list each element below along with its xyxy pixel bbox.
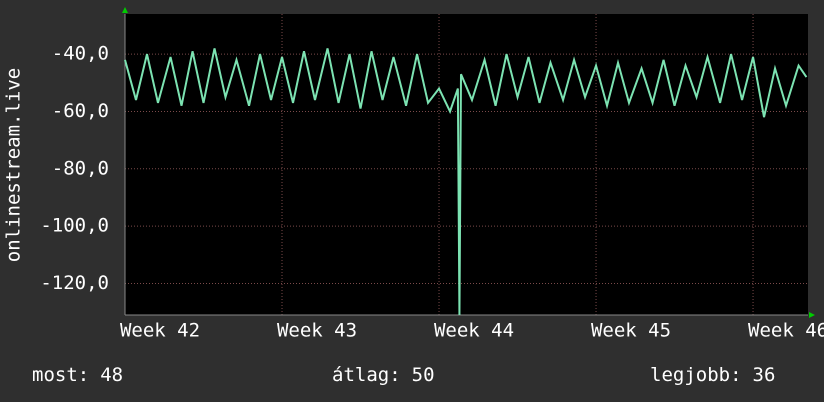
x-tick-label: Week 45 <box>591 320 671 342</box>
y-tick-label: -80,0 <box>52 157 109 179</box>
stat-label: most: <box>32 364 89 386</box>
x-tick-label: Week 42 <box>120 320 200 342</box>
stat-value: 48 <box>100 364 123 386</box>
y-tick-label: -40,0 <box>52 43 109 65</box>
y-tick-label: -120,0 <box>40 272 109 294</box>
x-arrow <box>809 312 815 318</box>
y-arrow <box>122 7 128 13</box>
data-line <box>124 48 808 316</box>
stat: most: 48 <box>32 364 123 386</box>
y-tick-label: -100,0 <box>40 215 109 237</box>
stat-value: 50 <box>412 364 435 386</box>
y-axis-label: onlinestream.live <box>3 68 25 262</box>
stat: átlag: 50 <box>332 364 435 386</box>
plot-area <box>125 14 808 315</box>
stat-label: legjobb: <box>650 364 742 386</box>
x-tick-label: Week 44 <box>434 320 514 342</box>
stat-label: átlag: <box>332 364 401 386</box>
stat-value: 36 <box>753 364 776 386</box>
y-tick-label: -60,0 <box>52 100 109 122</box>
x-tick-label: Week 43 <box>277 320 357 342</box>
stat: legjobb: 36 <box>650 364 775 386</box>
x-tick-label: Week 46 <box>748 320 824 342</box>
